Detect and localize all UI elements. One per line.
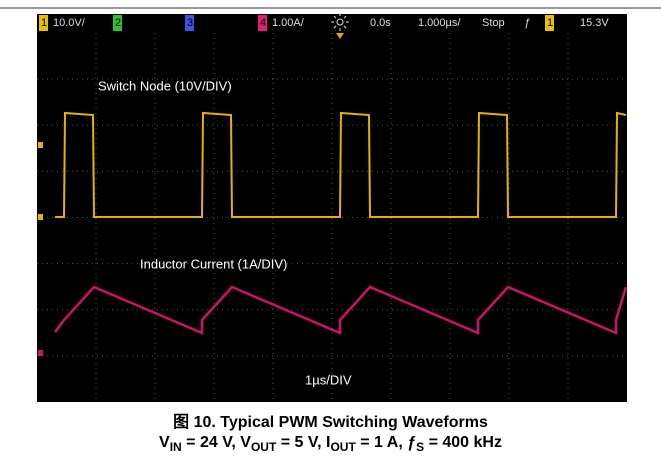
delay: 0.0s xyxy=(370,17,391,29)
trig-src-box xyxy=(545,15,554,31)
ch1: 1 xyxy=(41,17,47,29)
sun-icon xyxy=(331,13,349,31)
caption-text: = 1 A, ƒ xyxy=(355,434,417,451)
caption-text: = 400 kHz xyxy=(424,434,502,451)
ch4-scale: 1.00A/ xyxy=(272,17,305,29)
subscript: OUT xyxy=(250,440,277,455)
caption-text: V xyxy=(159,434,170,451)
switch-node-label: Switch Node (10V/DIV) xyxy=(98,78,232,93)
ch3-box xyxy=(185,15,194,31)
caption-line1: 图 10. Typical PWM Switching Waveforms xyxy=(173,414,488,431)
inductor-current-label: Inductor Current (1A/DIV) xyxy=(140,256,287,271)
caption-text: = 24 V, V xyxy=(181,434,251,451)
trigger-source: 1 xyxy=(547,17,553,29)
subscript: IN xyxy=(169,440,182,455)
trigger-marker xyxy=(336,33,344,39)
ch2-box xyxy=(113,15,122,31)
ch1-scale: 10.0V/ xyxy=(53,17,86,29)
subscript: S xyxy=(416,440,425,455)
ch2: 2 xyxy=(115,17,121,29)
trigger-slope: ƒ xyxy=(524,17,530,29)
ch4-box xyxy=(258,15,267,31)
ch4: 4 xyxy=(260,17,266,29)
inductor-current-trace xyxy=(54,285,628,335)
ch1-box xyxy=(39,15,48,31)
scope-figure: 1 10.0V/ 2 3 4 1.00A/ 0.0s 1.000µs/ Stop… xyxy=(0,7,661,402)
caption-line2: VIN = 24 V, VOUT = 5 V, IOUT = 1 A, ƒS =… xyxy=(0,434,661,454)
subscript: OUT xyxy=(330,440,356,455)
caption-text: = 5 V, I xyxy=(276,434,331,451)
timebase: 1.000µs/ xyxy=(418,17,461,29)
ch4-marker xyxy=(38,350,43,356)
ch3: 3 xyxy=(187,17,193,29)
state: Stop xyxy=(482,17,505,29)
switch-node-trace xyxy=(55,111,627,218)
trigger-level: 15.3V xyxy=(580,17,609,29)
time-scale-label: 1µs/DIV xyxy=(305,372,352,387)
